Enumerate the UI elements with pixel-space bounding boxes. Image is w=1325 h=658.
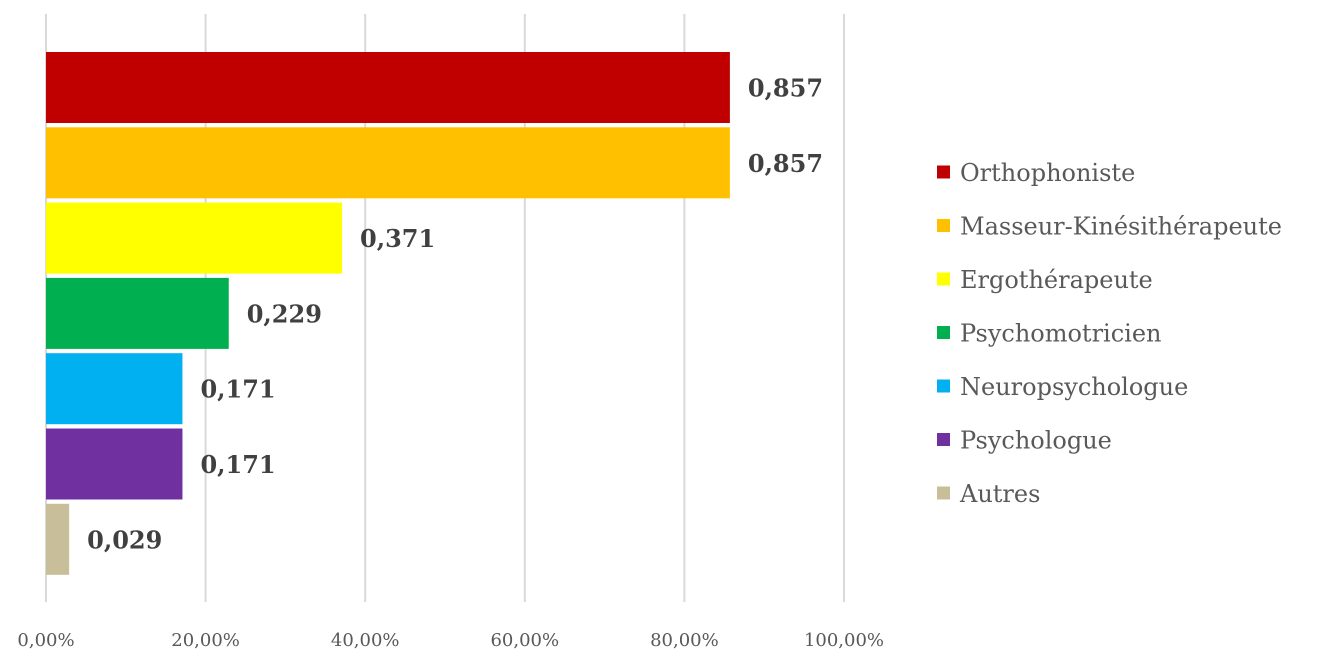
legend-label-4: Neuropsychologue [960, 373, 1188, 401]
legend-swatch-0 [937, 165, 950, 179]
legend-label-5: Psychologue [960, 427, 1112, 455]
data-label-3: 0,229 [247, 299, 322, 328]
legend-label-1: Masseur-Kinésithérapeute [960, 213, 1282, 241]
legend: Orthophoniste Masseur-Kinésithérapeute Erg… [937, 159, 1282, 508]
bar-2 [46, 202, 343, 274]
data-label-4: 0,171 [200, 375, 275, 404]
legend-label-0: Orthophoniste [960, 159, 1135, 187]
bar-4 [46, 353, 183, 425]
x-tick-label-1: 20,00% [171, 630, 240, 651]
x-tick-label-2: 40,00% [331, 630, 400, 651]
data-labels: 0,857 0,857 0,371 0,229 0,171 0,171 0,029 [87, 74, 823, 555]
data-label-2: 0,371 [360, 224, 435, 253]
legend-swatch-6 [937, 486, 950, 500]
data-label-5: 0,171 [200, 450, 275, 479]
legend-label-6: Autres [959, 480, 1040, 508]
x-tick-label-4: 80,00% [650, 630, 719, 651]
x-tick-label-5: 100,00% [804, 630, 884, 651]
legend-swatch-2 [937, 272, 950, 286]
legend-swatch-4 [937, 379, 950, 393]
bar-6 [46, 503, 70, 575]
legend-swatch-1 [937, 219, 950, 232]
x-axis-tick-labels: 0,00% 20,00% 40,00% 60,00% 80,00% 100,00% [17, 630, 884, 651]
legend-label-2: Ergothérapeute [960, 266, 1153, 294]
legend-label-3: Psychomotricien [960, 320, 1162, 348]
data-label-6: 0,029 [87, 525, 162, 554]
x-tick-label-0: 0,00% [17, 630, 74, 651]
bar-1 [46, 127, 730, 199]
data-label-1: 0,857 [748, 149, 823, 178]
legend-swatch-5 [937, 433, 950, 446]
bar-0 [46, 52, 730, 123]
x-tick-label-3: 60,00% [490, 630, 559, 651]
legend-swatch-3 [937, 326, 950, 339]
bar-3 [46, 277, 229, 349]
data-label-0: 0,857 [748, 74, 823, 103]
bar-5 [46, 428, 183, 500]
bars [46, 52, 730, 575]
